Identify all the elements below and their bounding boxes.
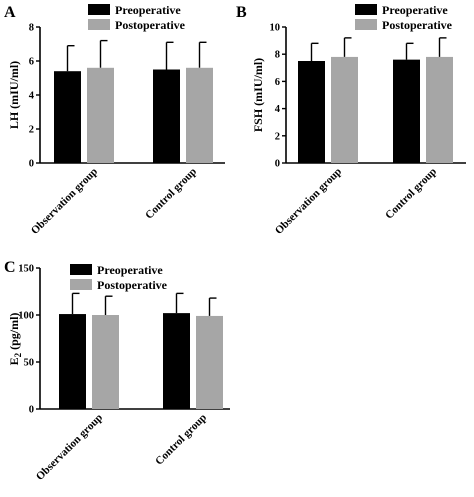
y-tick-label: 10: [270, 23, 281, 34]
legend-label: Preoperative: [382, 3, 448, 17]
y-tick-label: 8: [29, 23, 34, 34]
legend-label: Postoperative: [115, 18, 186, 32]
bar-postoperative: [196, 315, 223, 409]
bar-preoperative: [59, 314, 86, 409]
panel-letter: A: [4, 4, 16, 21]
chart-panel-c: C 0 50 100 150 E2 (pg/ml) Observation group Con…: [4, 259, 230, 483]
legend-label: Preoperative: [97, 263, 163, 277]
y-axis-label: LH (mIU/ml): [7, 61, 21, 129]
bar-postoperative: [87, 67, 114, 163]
bar-preoperative: [153, 69, 180, 163]
legend-swatch: [88, 4, 110, 15]
chart-panel-a: A 0 2 4 6 8 LH (mIU/ml) Observation group Contro…: [4, 3, 225, 237]
y-tick-label: 0: [275, 159, 280, 170]
bar-postoperative: [92, 315, 119, 409]
x-category-label: Observation group: [29, 166, 100, 237]
bar-preoperative: [54, 71, 81, 163]
y-tick-label: 0: [29, 405, 34, 416]
bar-preoperative: [163, 313, 190, 409]
bar-postoperative: [426, 56, 453, 163]
legend-swatch: [355, 19, 377, 30]
bar-postoperative: [186, 67, 213, 163]
y-tick-label: 8: [275, 50, 280, 61]
y-tick-label: 150: [18, 264, 34, 275]
chart-panel-b: B 0 2 4 6 8 10 FSH (mIU/ml) Observation group Con…: [236, 3, 466, 237]
y-tick-label: 2: [275, 131, 280, 142]
x-category-label: Observation group: [34, 412, 105, 483]
y-tick-label: 0: [29, 159, 34, 170]
y-tick-label: 100: [18, 311, 34, 322]
legend-label: Preoperative: [115, 3, 181, 17]
x-category-label: Control group: [383, 166, 439, 222]
legend-swatch: [70, 279, 92, 290]
legend-swatch: [355, 4, 377, 15]
x-category-label: Observation group: [273, 166, 344, 237]
panel-letter: C: [4, 259, 16, 276]
legend-label: Postoperative: [382, 18, 453, 32]
bar-preoperative: [393, 59, 420, 163]
y-axis-label: FSH (mIU/ml): [251, 58, 265, 132]
y-tick-label: 4: [275, 104, 281, 115]
x-category-label: Control group: [153, 412, 209, 468]
legend-swatch: [88, 19, 110, 30]
legend-label: Postoperative: [97, 278, 168, 292]
y-tick-label: 6: [275, 77, 280, 88]
y-tick-label: 50: [24, 358, 35, 369]
panel-letter: B: [236, 4, 247, 21]
legend-swatch: [70, 264, 92, 275]
y-tick-label: 2: [29, 125, 34, 136]
bar-postoperative: [331, 56, 358, 163]
bar-preoperative: [298, 61, 325, 163]
y-tick-label: 4: [29, 91, 35, 102]
y-axis-label: E2 (pg/ml): [7, 313, 23, 366]
x-category-label: Control group: [143, 166, 199, 222]
y-tick-label: 6: [29, 57, 34, 68]
